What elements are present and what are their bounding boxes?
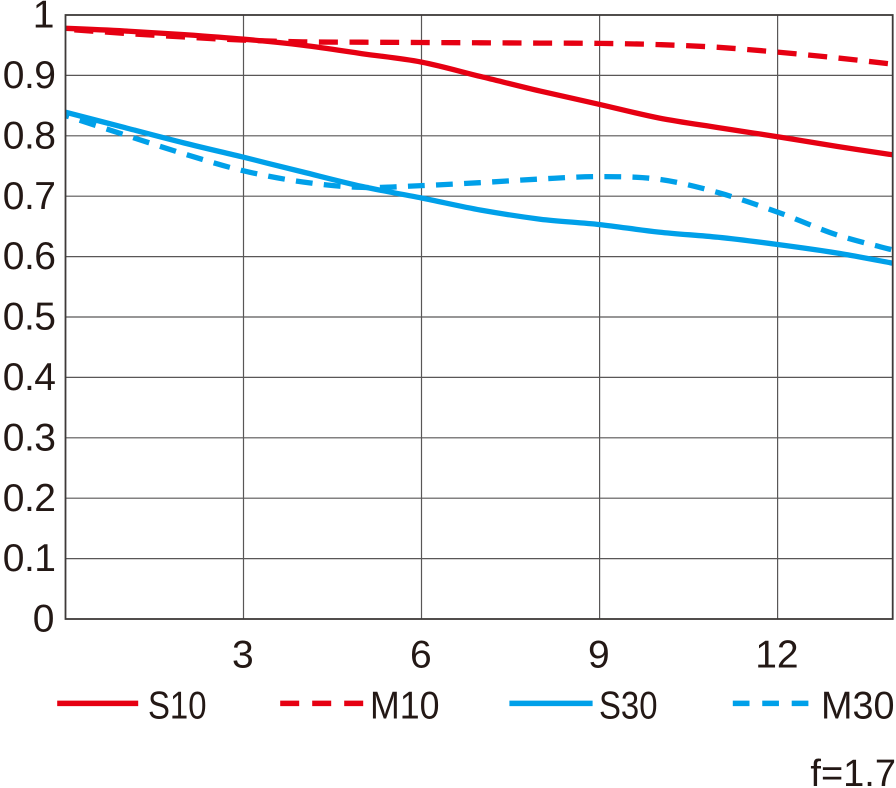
svg-text:0.7: 0.7: [3, 175, 56, 218]
svg-text:M10: M10: [370, 685, 440, 728]
svg-text:3: 3: [232, 634, 254, 677]
svg-text:f=1.7: f=1.7: [810, 753, 896, 788]
svg-text:0: 0: [33, 598, 54, 641]
svg-text:9: 9: [588, 634, 610, 677]
svg-text:0.9: 0.9: [3, 54, 56, 97]
svg-text:S30: S30: [599, 685, 658, 728]
svg-text:M30: M30: [821, 685, 895, 728]
svg-text:0.6: 0.6: [3, 235, 56, 278]
svg-text:0.2: 0.2: [3, 477, 56, 520]
svg-text:0.3: 0.3: [3, 416, 56, 459]
svg-text:6: 6: [410, 634, 432, 677]
svg-text:0.1: 0.1: [3, 537, 56, 580]
svg-text:S10: S10: [148, 685, 207, 728]
svg-text:0.8: 0.8: [3, 114, 56, 157]
svg-text:0.4: 0.4: [3, 356, 56, 399]
svg-text:1: 1: [33, 0, 54, 37]
svg-text:12: 12: [755, 634, 798, 677]
svg-text:0.5: 0.5: [3, 296, 56, 339]
